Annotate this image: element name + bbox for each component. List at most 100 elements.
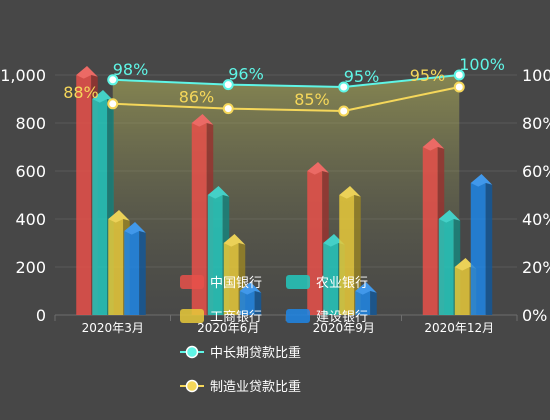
- bar-top: [239, 282, 262, 295]
- line-data-label: 98%: [113, 60, 149, 79]
- line-data-label: 85%: [294, 90, 330, 109]
- bar-top: [92, 90, 114, 103]
- line-point: [453, 81, 465, 93]
- bar-top: [108, 210, 130, 223]
- bar-front: [207, 195, 223, 315]
- y-right-tick-label: 80%: [522, 114, 550, 133]
- bar-front: [108, 219, 124, 315]
- y-right-tick-label: 60%: [522, 162, 550, 181]
- bar-3-2: [355, 282, 377, 315]
- line-point: [222, 79, 234, 91]
- x-tick-label: 2020年9月: [313, 321, 375, 335]
- y-left-tick-label: 400: [15, 210, 46, 229]
- bar-top: [323, 234, 345, 247]
- line-point: [338, 105, 350, 117]
- legend-label: 农业银行: [316, 276, 368, 291]
- y-right-tick-label: 20%: [522, 258, 550, 277]
- bar-top: [454, 258, 477, 271]
- bar-top: [422, 138, 445, 151]
- bar-front: [124, 231, 140, 315]
- bar-top: [124, 222, 146, 235]
- bar-front: [191, 123, 207, 315]
- bars: [76, 66, 493, 315]
- y-right-tick-label: 100%: [522, 66, 550, 85]
- bar-top: [223, 234, 246, 247]
- y-left-tick-label: 600: [15, 162, 46, 181]
- bar-side: [139, 231, 146, 315]
- bar-top: [339, 186, 361, 199]
- bar-top: [191, 114, 214, 127]
- line-point: [222, 103, 234, 115]
- bar-side: [485, 183, 493, 315]
- line-data-label: 96%: [228, 65, 264, 84]
- bar-front: [422, 147, 438, 315]
- y-left-tick-label: 1,000: [0, 66, 46, 85]
- bar-top: [76, 66, 98, 79]
- line-point: [107, 98, 119, 110]
- bar-side: [254, 291, 262, 315]
- bar-front: [470, 183, 486, 315]
- axes: 0 200 400 600 800 1,000 0% 20% 40% 60% 80% 100% 2020…: [0, 66, 550, 335]
- bar-front: [438, 219, 454, 315]
- legend-label: 中长期贷款比重: [210, 345, 301, 361]
- bar-front: [76, 75, 92, 315]
- legend-item-line[interactable]: 制造业贷款比重: [180, 379, 301, 395]
- bar-top: [438, 210, 461, 223]
- line-point: [338, 81, 350, 93]
- line-data-label: 88%: [63, 83, 99, 102]
- x-tick-label: 2020年12月: [424, 321, 494, 335]
- bar-top: [355, 282, 377, 295]
- y-left-tick-label: 0: [36, 306, 46, 325]
- line-data-label: 95%: [344, 67, 380, 86]
- bar-side: [354, 195, 361, 315]
- y-right-tick-label: 0%: [522, 306, 547, 325]
- line-data-label: 100%: [459, 55, 505, 74]
- bar-3-3: [470, 174, 493, 315]
- line-point: [107, 74, 119, 86]
- bar-front: [339, 195, 355, 315]
- lines: 98% 96% 95% 100% 88% 86% 85% 95%: [63, 55, 505, 117]
- line-series-0: [112, 74, 460, 89]
- y-left-tick-label: 200: [15, 258, 46, 277]
- legend-swatch: [180, 309, 204, 323]
- line-point: [453, 69, 465, 81]
- x-tick-label: 2020年6月: [197, 321, 259, 335]
- bar-front: [323, 243, 339, 315]
- bar-front: [307, 171, 323, 315]
- legend-item-bar[interactable]: 工商银行: [180, 309, 262, 325]
- bar-top: [470, 174, 493, 187]
- line-data-label: 95%: [410, 66, 446, 85]
- bar-3-1: [239, 282, 262, 315]
- legend-label: 建设银行: [316, 310, 368, 325]
- legend-swatch: [286, 275, 310, 289]
- bar-front: [355, 291, 371, 315]
- legend-item-bar[interactable]: 农业银行: [286, 275, 368, 291]
- legend-swatch: [286, 309, 310, 323]
- bar-front: [223, 243, 239, 315]
- x-tick-label: 2020年3月: [82, 321, 144, 335]
- bar-front: [92, 99, 108, 315]
- legend-item-line[interactable]: 中长期贷款比重: [180, 345, 301, 361]
- bar-front: [454, 267, 470, 315]
- bar-front: [239, 291, 255, 315]
- legend-swatch: [180, 275, 204, 289]
- legend-item-bar[interactable]: 建设银行: [286, 309, 368, 325]
- y-right-tick-label: 40%: [522, 210, 550, 229]
- legend-label: 工商银行: [210, 310, 262, 325]
- y-left-tick-label: 800: [15, 114, 46, 133]
- legend-label: 制造业贷款比重: [210, 379, 301, 395]
- bar-2-2: [339, 186, 361, 315]
- legend-line-marker: [185, 379, 199, 393]
- legend-line-marker: [185, 345, 199, 359]
- bar-top: [207, 186, 230, 199]
- line-series-1: [112, 86, 460, 113]
- bar-3-0: [124, 222, 146, 315]
- legend-item-bar[interactable]: 中国银行: [180, 275, 262, 291]
- bar-side: [370, 291, 377, 315]
- line-data-label: 86%: [179, 88, 215, 107]
- legend-label: 中国银行: [210, 276, 262, 291]
- bar-top: [307, 162, 329, 175]
